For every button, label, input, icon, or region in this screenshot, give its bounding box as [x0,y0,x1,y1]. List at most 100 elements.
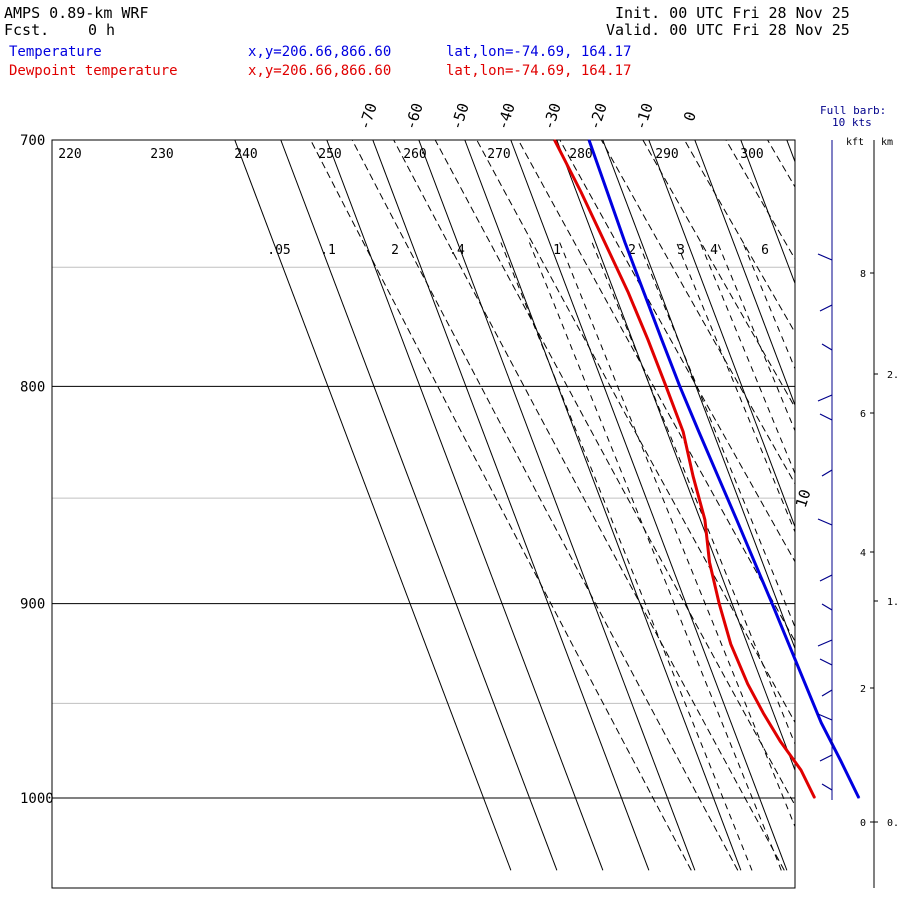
isotherm-line [556,140,795,772]
isotherm-line [510,140,788,871]
dry-adiabat [767,140,795,188]
dewpoint-point [604,241,606,244]
temperature-point [736,519,738,521]
dewpoint-point [627,291,629,293]
wind-barb [819,754,833,762]
pressure-tick-label: 800 [20,379,45,395]
theta-label: 250 [318,147,341,162]
km-tick-label: 0. [887,818,899,829]
dewpoint-point [580,191,582,193]
mixing-ratio-label: .4 [449,243,465,258]
km-tick-label: 1. [887,597,899,608]
dry-adiabat [310,140,692,871]
temperature-profile [587,139,861,799]
wind-barb [819,574,833,582]
legend-dewpoint-name: Dewpoint temperature [9,63,178,79]
dry-adiabat [642,140,795,409]
mixing-ratio-line [638,242,795,629]
wind-barb [819,413,833,421]
model-title: AMPS 0.89-km WRF [4,4,149,22]
wind-barb [819,658,833,666]
pressure-tick-label: 900 [20,597,45,613]
valid-time: Valid. 00 UTC Fri 28 Nov 25 [606,21,850,39]
dry-adiabat [517,140,795,643]
mixing-ratio-label: .05 [267,243,290,258]
kft-tick-label: 2 [860,684,866,695]
legend-temperature-name: Temperature [9,44,102,60]
legend-dewpoint-xy: x,y=206.66,866.60 [248,63,392,79]
legend-temperature-xy: x,y=206.66,866.60 [248,44,392,60]
temperature-point [698,431,700,433]
isotherm-label: -10 [631,101,656,132]
isotherm-label: -50 [447,101,472,132]
kft-tick-label: 4 [860,548,866,559]
legend-dewpoint-latlon: lat,lon=-74.69, 164.17 [446,63,632,79]
wind-barb [821,469,833,477]
isotherm-line [372,140,650,871]
mixing-ratio-label: .1 [320,243,336,258]
temperature-point [804,683,806,685]
mixing-ratio-line [591,242,795,746]
dewpoint-point [704,519,706,521]
dewpoint-point [762,712,764,714]
fcst-value: 0 h [88,21,116,39]
mixing-ratio-line [742,242,795,370]
temperature-point [788,643,790,645]
temperature-point [840,760,842,762]
isotherm-line [418,140,696,871]
wind-barb [817,253,833,261]
dewpoint-point [780,741,782,743]
mixing-ratio-label: 4 [710,243,718,258]
kft-tick-label: 0 [860,818,866,829]
dewpoint-point [692,475,694,477]
mixing-ratio-line [717,242,795,432]
kft-tick-label: 8 [860,269,866,280]
init-time: Init. 00 UTC Fri 28 Nov 25 [615,4,850,22]
temperature-point [606,191,608,193]
mixing-ratio-label: 6 [761,243,769,258]
temperature-point [588,139,590,141]
legend-temperature-latlon: lat,lon=-74.69, 164.17 [446,44,632,60]
isotherm-label: -70 [355,101,380,132]
wind-barb [819,304,833,312]
wind-barb [817,713,833,721]
wind-barb [817,518,833,526]
theta-label: 220 [58,147,81,162]
wind-barb [817,394,833,402]
temperature-point [754,561,756,563]
mixing-ratio-line [699,242,795,475]
isotherm-line [648,140,795,529]
wind-barb [821,783,833,791]
kft-label: kft [846,137,864,148]
dry-adiabat [559,140,795,563]
isotherm-label: -30 [539,101,564,132]
isotherm-label: -60 [401,101,426,132]
temperature-point [661,339,663,341]
dry-adiabat [476,140,795,724]
dry-adiabat [434,140,795,807]
fcst-label: Fcst. [4,21,50,39]
isotherm-label: 0 [680,109,700,123]
theta-label: 260 [403,147,426,162]
dry-adiabat [683,140,795,334]
dewpoint-point [730,643,732,645]
temperature-point [679,385,681,387]
isotherm-line [694,140,795,407]
wind-barb [821,689,833,697]
mixing-ratio-label: 2 [628,243,636,258]
mixing-ratio-line [500,242,753,871]
dewpoint-point [747,683,749,685]
pressure-tick-label: 700 [20,133,45,149]
wind-barb [817,639,833,647]
isotherm-line [833,140,900,870]
isotherm-label: -40 [493,101,518,132]
barb-legend-line1: Full barb: [820,104,886,117]
isotherm-line [326,140,604,871]
theta-label: 280 [569,147,592,162]
dewpoint-point [814,797,816,799]
mixing-ratio-label: 3 [677,243,685,258]
dewpoint-point [800,769,802,771]
barb-legend-line2: 10 kts [832,116,872,129]
isotherm-line [464,140,742,871]
